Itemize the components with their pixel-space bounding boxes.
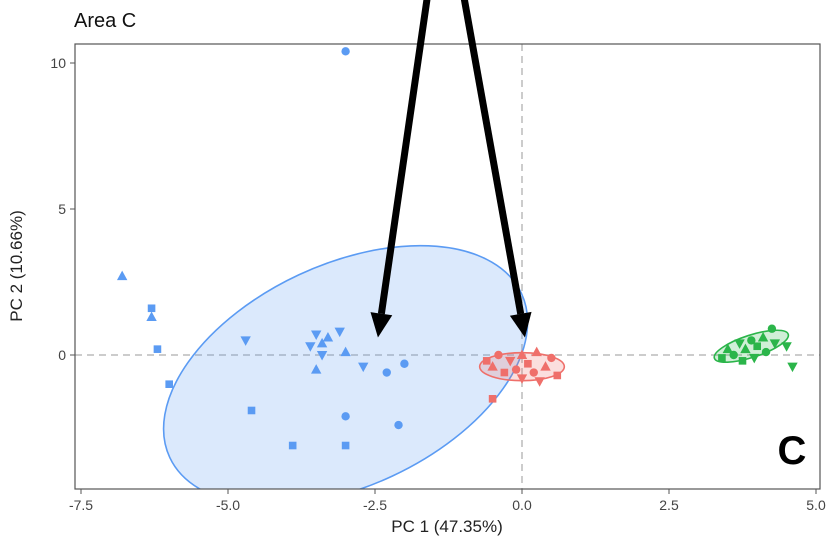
point-green-triangle bbox=[722, 343, 733, 354]
point-blue-triangle bbox=[311, 364, 322, 374]
point-red-circle bbox=[511, 365, 521, 374]
y-tick-label: 5 bbox=[58, 201, 66, 217]
ellipse-blue bbox=[162, 244, 529, 489]
point-blue-triangle bbox=[322, 331, 334, 342]
point-green-triangle bbox=[757, 331, 769, 342]
point-red-circle bbox=[547, 353, 556, 363]
point-green-square bbox=[753, 342, 761, 351]
point-red-square bbox=[482, 357, 491, 365]
y-tick-label: 0 bbox=[58, 347, 66, 363]
plot-area bbox=[75, 44, 820, 489]
y-tick-label: 10 bbox=[50, 55, 66, 71]
point-blue-triangle bbox=[146, 311, 157, 322]
point-blue-triangle-down bbox=[305, 342, 316, 352]
y-axis-title: PC 2 (10.66%) bbox=[7, 210, 26, 322]
point-green-triangle bbox=[740, 343, 751, 354]
point-green-triangle-down bbox=[787, 362, 798, 373]
point-blue-triangle-down bbox=[316, 351, 328, 361]
point-blue-square bbox=[165, 380, 173, 388]
point-red-square bbox=[500, 368, 509, 377]
point-green-circle bbox=[767, 324, 777, 333]
x-tick-label: -7.5 bbox=[69, 497, 93, 513]
point-blue-square bbox=[153, 345, 162, 353]
point-red-triangle-down bbox=[516, 374, 528, 384]
ellipse-green bbox=[713, 329, 790, 364]
point-blue-triangle-down bbox=[240, 336, 251, 346]
x-tick-label: 5.0 bbox=[806, 497, 826, 513]
point-green-square bbox=[738, 357, 747, 365]
point-blue-triangle-down bbox=[358, 362, 369, 373]
arrow bbox=[370, 0, 431, 338]
point-red-triangle-down bbox=[534, 377, 545, 387]
point-green-triangle-down bbox=[734, 339, 745, 349]
x-tick-label: 0.0 bbox=[512, 497, 532, 513]
point-blue-triangle bbox=[116, 270, 128, 281]
point-red-square bbox=[553, 371, 562, 380]
point-blue-square bbox=[147, 304, 156, 313]
chart-title: Area C bbox=[74, 10, 136, 32]
point-red-square bbox=[524, 359, 532, 368]
point-blue-square bbox=[288, 441, 297, 450]
point-red-triangle bbox=[531, 346, 542, 357]
point-red-circle bbox=[494, 350, 503, 360]
point-blue-circle bbox=[341, 412, 350, 421]
point-red-square bbox=[488, 395, 497, 403]
x-tick-label: -5.0 bbox=[216, 497, 240, 513]
point-red-triangle-down bbox=[505, 356, 516, 367]
point-red-triangle bbox=[487, 361, 498, 371]
point-red-triangle bbox=[540, 361, 551, 371]
point-blue-circle bbox=[382, 368, 391, 377]
point-blue-triangle-down bbox=[334, 327, 345, 338]
point-blue-triangle bbox=[316, 337, 328, 348]
point-blue-circle bbox=[400, 359, 409, 368]
point-green-square bbox=[718, 354, 726, 362]
point-green-circle bbox=[729, 350, 738, 360]
point-green-circle bbox=[761, 347, 771, 357]
point-green-triangle-down bbox=[769, 339, 781, 349]
x-tick-label: -2.5 bbox=[363, 497, 387, 513]
x-axis-title: PC 1 (47.35%) bbox=[391, 517, 503, 536]
panel-letter: C bbox=[778, 429, 807, 473]
arrow-annotations bbox=[370, 0, 532, 338]
point-blue-square bbox=[341, 441, 350, 450]
axes: -7.5 -5.0 -2.5 0.0 2.5 5.0 0 5 10 bbox=[50, 55, 826, 513]
point-blue-circle bbox=[394, 420, 403, 430]
plot-border bbox=[74, 43, 821, 490]
point-blue-square bbox=[247, 406, 256, 415]
point-red-triangle bbox=[516, 349, 528, 359]
point-blue-triangle bbox=[340, 346, 351, 357]
point-blue-circle bbox=[341, 47, 350, 56]
point-blue-triangle-down bbox=[311, 330, 322, 341]
point-green-triangle-down bbox=[749, 353, 760, 364]
point-green-triangle-down bbox=[781, 342, 792, 352]
point-red-circle bbox=[529, 368, 538, 377]
x-tick-label: 2.5 bbox=[659, 497, 679, 513]
arrow bbox=[460, 0, 532, 338]
